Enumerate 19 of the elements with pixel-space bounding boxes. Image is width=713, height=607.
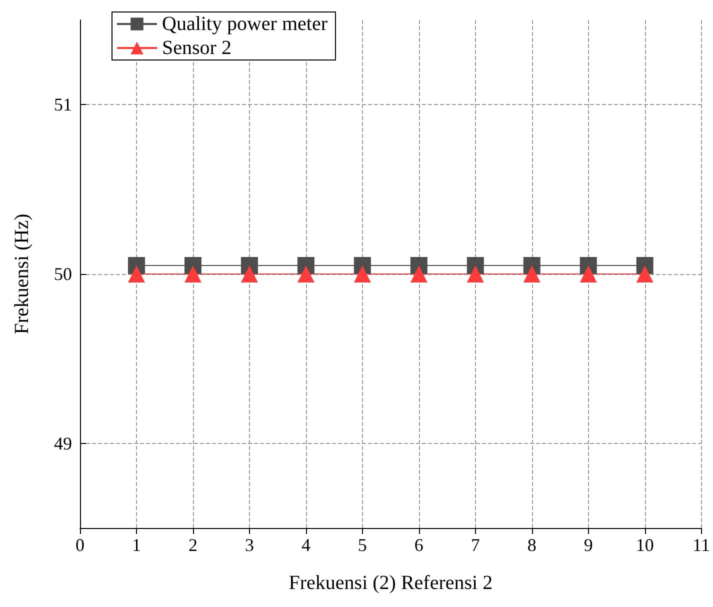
x-tick-label: 2 <box>188 535 198 555</box>
x-tick-label: 9 <box>584 535 593 555</box>
legend-label: Sensor 2 <box>162 37 232 59</box>
x-tick-label: 3 <box>244 535 254 555</box>
x-tick-label: 8 <box>527 535 536 555</box>
x-tick-label: 1 <box>132 535 141 555</box>
x-tick-label: 7 <box>470 535 480 555</box>
x-tick-label: 6 <box>414 535 424 555</box>
x-tick-label: 5 <box>358 535 367 555</box>
y-tick-label: 49 <box>54 433 72 454</box>
y-tick-label: 51 <box>54 94 72 115</box>
x-tick-label: 11 <box>692 535 710 555</box>
y-axis-title: Frekuensi (Hz) <box>11 214 33 334</box>
x-tick-label: 4 <box>301 535 310 555</box>
x-axis-title: Frekuensi (2) Referensi 2 <box>288 572 493 594</box>
x-tick-label: 10 <box>636 535 654 555</box>
x-tick-label: 0 <box>76 535 84 555</box>
y-tick-label: 50 <box>54 264 72 284</box>
legend-label: Quality power meter <box>162 13 328 35</box>
